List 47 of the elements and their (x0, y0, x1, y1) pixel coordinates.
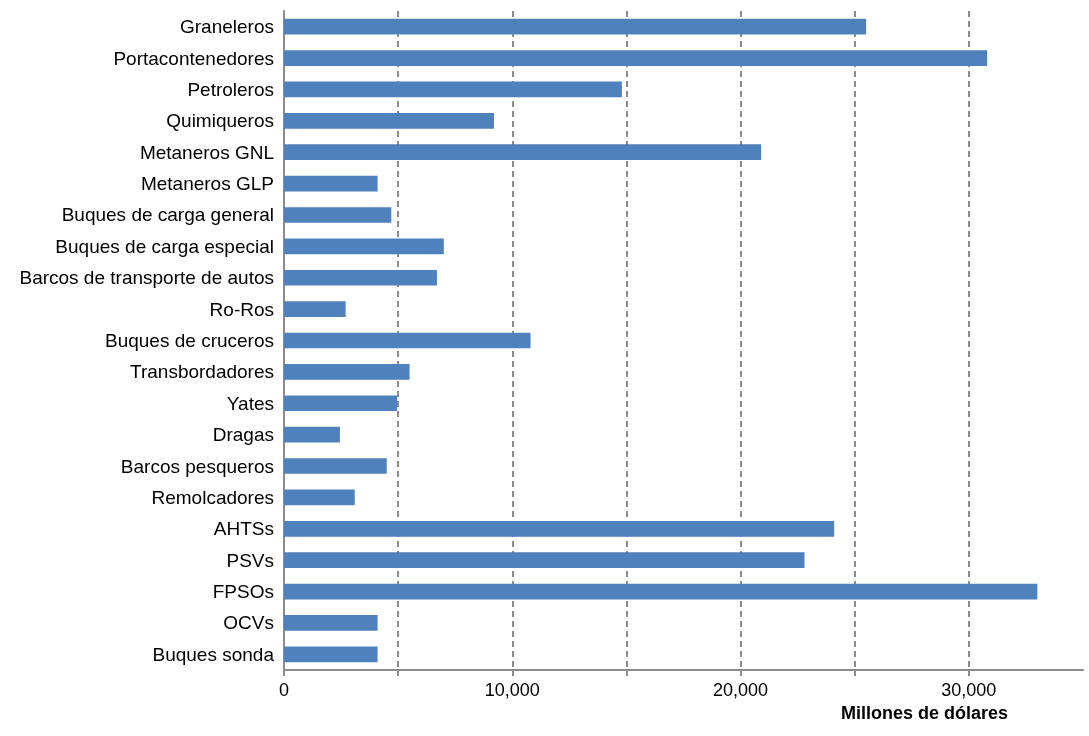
y-tick-label: Yates (226, 392, 274, 414)
y-tick-label: AHTSs (213, 518, 274, 540)
y-tick-label: Portacontenedores (113, 47, 274, 69)
bar (284, 175, 378, 192)
y-tick-label: Buques sonda (152, 643, 275, 665)
y-tick-label: Quimiqueros (166, 110, 274, 132)
y-tick-label: Buques de cruceros (105, 330, 274, 351)
y-tick-label: Ro-Ros (209, 298, 274, 320)
y-tick-label: Barcos de transporte de autos (19, 267, 274, 289)
y-tick-label: PSVs (226, 549, 274, 571)
bar (284, 332, 531, 349)
bar (284, 18, 867, 35)
y-tick-label: Buques de carga especial (55, 235, 274, 257)
y-tick-label: FPSOs (212, 581, 274, 603)
bar (284, 364, 410, 380)
bar (284, 646, 378, 663)
bar (284, 426, 340, 443)
y-tick-label: Transbordadores (130, 361, 274, 383)
bar (284, 489, 355, 506)
bar (284, 269, 437, 286)
bar (284, 238, 444, 255)
bar (284, 144, 762, 161)
y-tick-label: Buques de carga general (61, 204, 274, 226)
y-tick-label: Petroleros (187, 78, 274, 100)
y-tick-label: Metaneros GLP (140, 173, 274, 195)
x-tick-label: 10,000 (484, 680, 540, 700)
y-tick-label: Barcos pesqueros (120, 455, 274, 477)
x-tick-label: 20,000 (713, 680, 769, 700)
y-tick-label: OCVs (223, 612, 274, 634)
x-tick-label: 30,000 (941, 680, 997, 700)
y-tick-label: Metaneros GNL (139, 141, 274, 163)
x-axis-title: Millones de dólares (840, 703, 1008, 723)
x-tick-label: 0 (278, 680, 290, 700)
y-tick-label: Remolcadores (151, 486, 274, 508)
bar (284, 395, 397, 412)
bar (284, 458, 387, 474)
bar (284, 615, 378, 631)
y-tick-label: Dragas (212, 424, 274, 446)
bar (284, 520, 835, 537)
bar (284, 583, 1038, 600)
bar (284, 50, 988, 66)
bar (284, 207, 392, 223)
bar (284, 301, 346, 317)
bar (284, 552, 805, 569)
y-tick-label: Graneleros (180, 16, 274, 38)
bar (284, 81, 622, 98)
bar (284, 112, 495, 129)
